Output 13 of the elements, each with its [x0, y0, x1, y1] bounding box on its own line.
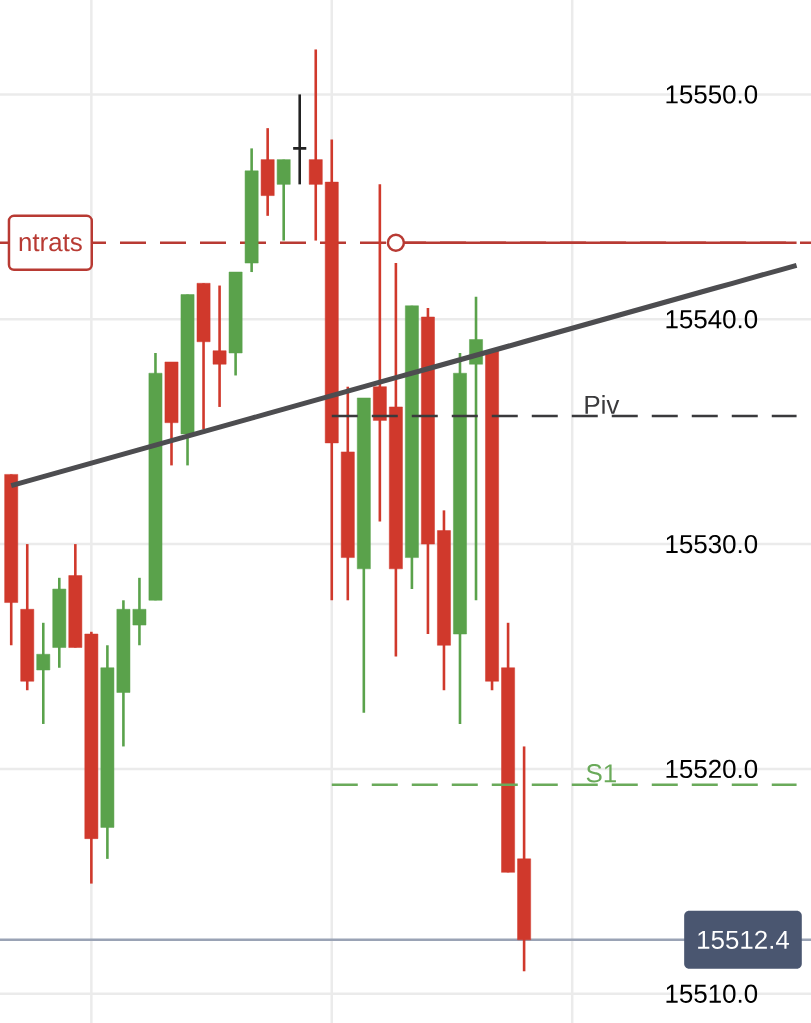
y-tick-label: 15530.0	[666, 534, 758, 554]
candlestick	[212, 284, 227, 409]
candlestick	[373, 183, 387, 523]
y-tick-label: 15510.0	[666, 984, 758, 1003]
ref-line-label: ntrats	[19, 234, 82, 252]
y-tick-label: 15550.0	[666, 85, 758, 104]
candlestick	[36, 621, 51, 726]
y-tick-label: 15520.0	[666, 759, 758, 779]
series-label: Piv	[585, 394, 620, 414]
candlestick	[291, 93, 308, 186]
y-tick-label: 15540.0	[666, 310, 758, 329]
series-label: S1	[586, 764, 616, 783]
ref-line-label: 15512.4	[698, 930, 790, 949]
